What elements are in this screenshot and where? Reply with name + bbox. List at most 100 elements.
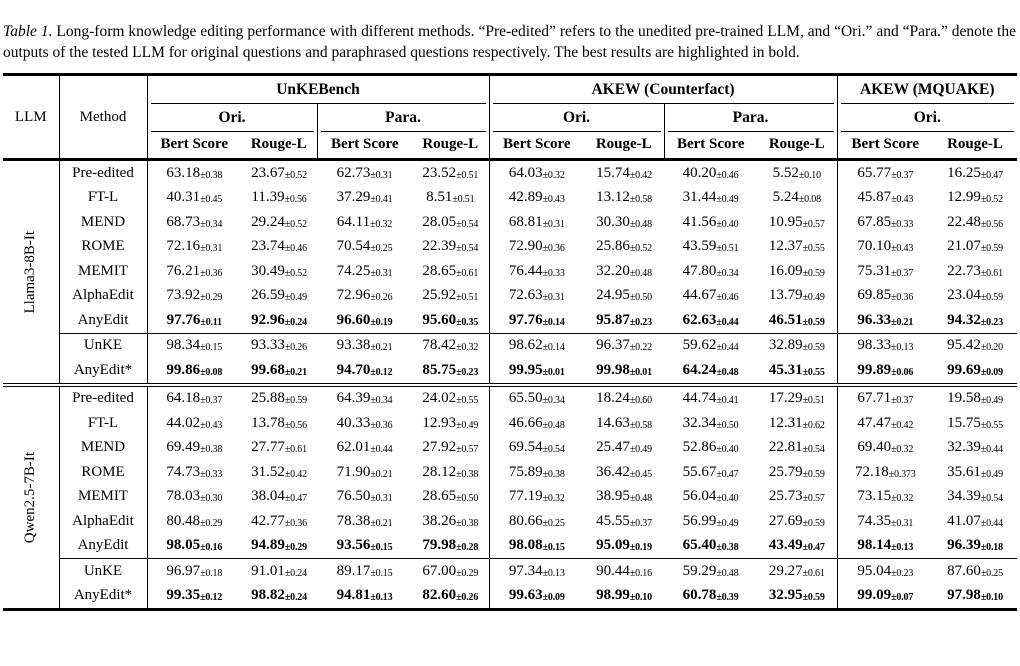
score-cell: 30.30±0.48 [584,210,664,235]
score-std: ±0.43 [200,419,223,431]
score-value: 99.63 [508,587,543,604]
metric-bertscore: Bert Score [489,131,584,162]
score-value: 38.04 [251,488,285,505]
score-cell: 99.68±0.21 [241,358,317,383]
score-value: 98.62 [508,337,543,354]
score-std: ±0.48 [629,267,652,279]
score-cell: 8.51±0.51 [412,185,490,211]
method-cell: UnKE [59,332,148,359]
score-std: ±0.29 [456,567,479,579]
score-value: 43.49 [768,537,803,554]
score-value: 38.26 [422,512,457,529]
score-std: ±0.48 [629,493,652,505]
score-value: 72.18 [854,463,889,480]
llm-label: Qwen2.5-7B-It [22,451,39,544]
score-cell: 93.33±0.26 [241,332,317,359]
score-value: 69.85 [857,287,892,304]
score-cell: 47.80±0.34 [664,259,757,284]
header-row-groups: LLM Method UnKEBench AKEW (Counterfact) … [3,74,1017,162]
score-cell: 23.04±0.59 [933,284,1017,309]
metric-rougel: Rouge-L [241,131,318,162]
score-cell: 69.85±0.36 [837,284,933,309]
score-value: 22.73 [947,262,981,279]
score-value: 32.20 [596,262,630,279]
score-cell: 25.92±0.51 [412,283,490,309]
score-cell: 62.01±0.44 [317,436,412,461]
score-cell: 5.52±0.10 [757,159,838,186]
score-std: ±0.26 [456,592,479,604]
score-cell: 65.77±0.37 [837,160,933,186]
score-cell: 14.63±0.58 [584,411,664,436]
score-std: ±0.16 [200,542,223,554]
score-cell: 64.24±0.48 [664,358,757,383]
score-std: ±0.13 [370,592,393,604]
score-std: ±0.29 [200,517,223,529]
score-value: 98.14 [857,537,892,554]
score-value: 18.24 [596,390,630,407]
score-std: ±0.29 [284,542,307,554]
score-std: ±0.60 [629,395,652,407]
score-std: ±0.45 [200,194,223,206]
score-cell: 25.47±0.49 [584,436,664,461]
score-cell: 18.24±0.60 [584,386,664,411]
score-value: 69.49 [166,439,201,456]
score-cell: 97.98±0.10 [933,584,1017,610]
score-value: 31.44 [682,189,717,206]
score-std: ±0.21 [370,517,393,529]
score-value: 82.60 [422,587,457,604]
score-cell: 42.89±0.43 [489,186,584,211]
score-value: 97.76 [508,311,543,328]
score-value: 74.35 [857,512,892,529]
score-std: ±0.44 [370,444,393,456]
score-std: ±0.31 [542,292,565,304]
score-std: ±0.34 [716,267,739,279]
score-value: 76.50 [336,488,371,505]
score-std: ±0.32 [542,169,565,181]
caption-label: Table 1. [3,23,53,40]
score-std: ±0.51 [456,292,479,304]
score-std: ±0.38 [456,468,479,480]
score-value: 13.79 [768,287,803,304]
score-cell: 72.18±0.373 [837,460,933,485]
score-value: 27.77 [251,439,285,456]
score-cell: 12.93±0.49 [412,411,490,436]
score-cell: 60.78±0.39 [664,584,757,610]
score-value: 28.65 [422,262,457,279]
score-value: 93.33 [251,337,285,354]
method-cell: AnyEdit* [59,358,148,384]
score-std: ±0.20 [980,342,1003,354]
llm-label: Llama3-8B-It [22,230,39,314]
score-std: ±0.42 [284,468,307,480]
score-value: 26.59 [251,287,285,304]
score-std: ±0.06 [891,366,914,378]
method-cell: AlphaEdit [59,283,148,309]
score-std: ±0.54 [802,444,825,456]
score-std: ±0.31 [542,218,565,230]
score-value: 74.73 [166,463,201,480]
score-std: ±0.36 [200,267,223,279]
score-cell: 32.34±0.50 [664,411,757,436]
score-value: 32.34 [682,414,717,431]
score-std: ±0.33 [542,267,565,279]
score-value: 98.05 [166,537,201,554]
score-std: ±0.01 [629,366,652,378]
score-std: ±0.49 [716,517,739,529]
score-std: ±0.13 [542,567,565,579]
score-cell: 42.77±0.36 [241,509,317,534]
score-cell: 36.42±0.45 [584,460,664,485]
score-std: ±0.57 [802,493,825,505]
score-value: 40.31 [166,189,201,206]
score-cell: 34.39±0.54 [933,485,1017,510]
score-cell: 12.31±0.62 [757,411,838,436]
metric-bertscore: Bert Score [147,131,241,162]
score-std: ±0.18 [980,542,1003,554]
score-std: ±0.42 [891,419,914,431]
score-value: 67.71 [857,390,892,407]
score-std: ±0.51 [802,395,825,407]
score-cell: 65.50±0.34 [489,386,584,411]
method-cell: AlphaEdit [59,509,148,534]
score-cell: 40.20±0.46 [664,160,757,186]
score-value: 16.25 [947,164,981,181]
score-std: ±0.62 [802,419,825,431]
score-value: 44.74 [682,390,717,407]
